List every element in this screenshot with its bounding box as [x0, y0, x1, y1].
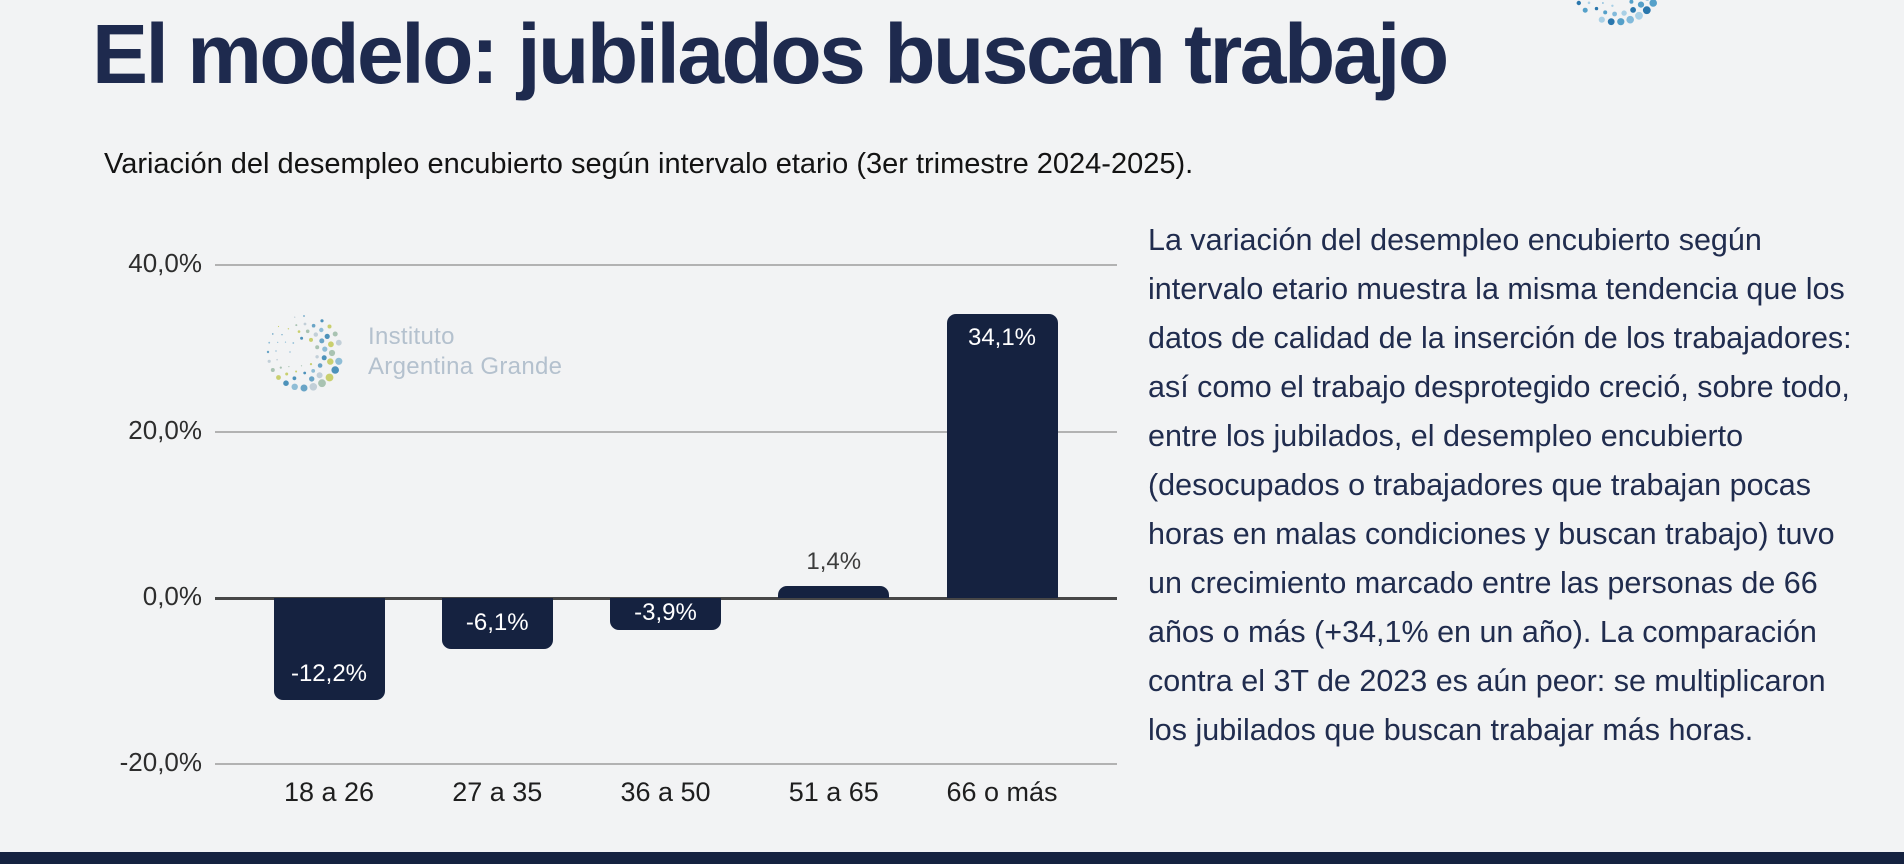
bottom-edge-bar — [0, 852, 1904, 864]
commentary-paragraph: La variación del desempleo encubierto se… — [1148, 223, 1852, 747]
iag-logo-text-line2: Argentina Grande — [368, 353, 563, 380]
bar-value-label: -12,2% — [290, 659, 368, 687]
dotted-circle-decoration — [1576, 0, 1657, 26]
iag-logo-text-line1: Instituto — [368, 323, 455, 350]
y-tick-label: -20,0% — [119, 747, 202, 778]
bar-value-label: -6,1% — [465, 608, 529, 636]
bar-value-label: 34,1% — [967, 324, 1037, 352]
y-tick-label: 20,0% — [128, 414, 202, 445]
bar-value-label: 1,4% — [806, 548, 862, 576]
x-category-label: 66 o más — [946, 777, 1058, 807]
page-title: El modelo: jubilados buscan trabajo — [92, 7, 1449, 101]
grid-line — [215, 763, 1117, 766]
iag-logo-icon — [266, 315, 343, 392]
chart-subtitle: Variación del desempleo encubierto según… — [104, 148, 1194, 180]
iag-logo-text: Instituto Argentina Grande — [368, 322, 562, 382]
iag-logo: Instituto Argentina Grande — [258, 306, 562, 398]
x-category-label: 36 a 50 — [620, 777, 711, 807]
bar-value-label: -3,9% — [634, 599, 697, 627]
y-tick-label: 40,0% — [128, 248, 202, 279]
grid-line — [215, 264, 1117, 267]
x-category-label: 51 a 65 — [788, 777, 879, 807]
bar — [946, 314, 1058, 598]
bar — [610, 598, 721, 631]
y-tick-label: 0,0% — [142, 581, 202, 611]
x-category-label: 27 a 35 — [452, 777, 543, 807]
bar — [273, 598, 385, 700]
grid-line — [215, 430, 1117, 433]
x-category-label: 18 a 26 — [283, 777, 375, 807]
bar-chart: Instituto Argentina Grande 40,0% 20,0% 0,0… — [110, 200, 1155, 845]
bar — [441, 598, 553, 649]
bar — [778, 586, 890, 598]
